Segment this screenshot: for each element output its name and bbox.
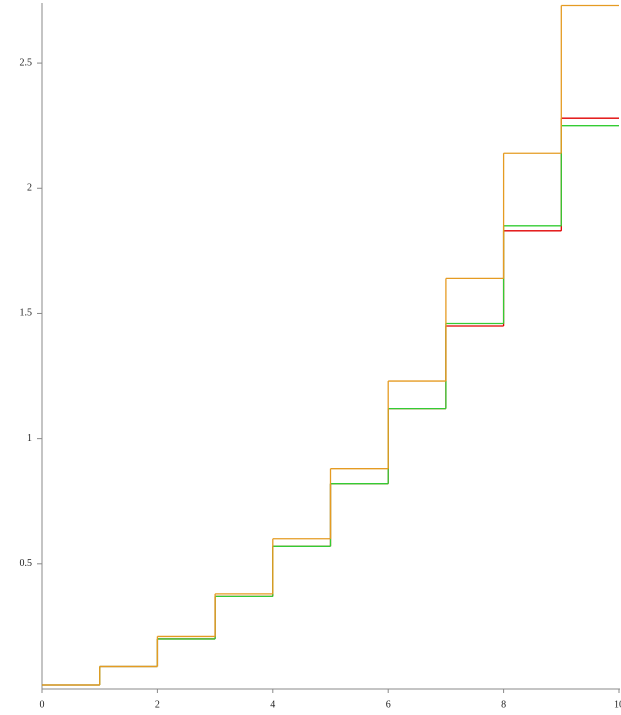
y-tick-label: 0.5 <box>20 558 33 569</box>
x-tick-label: 6 <box>386 699 391 710</box>
y-tick-label: 1 <box>27 433 32 444</box>
x-tick-label: 0 <box>40 699 45 710</box>
y-tick-label: 2 <box>27 183 32 194</box>
y-tick-label: 2.5 <box>20 57 33 68</box>
x-tick-label: 2 <box>155 699 160 710</box>
x-tick-label: 10 <box>614 699 621 710</box>
y-tick-label: 1.5 <box>20 308 33 319</box>
x-tick-label: 4 <box>270 699 275 710</box>
x-tick-label: 8 <box>501 699 506 710</box>
